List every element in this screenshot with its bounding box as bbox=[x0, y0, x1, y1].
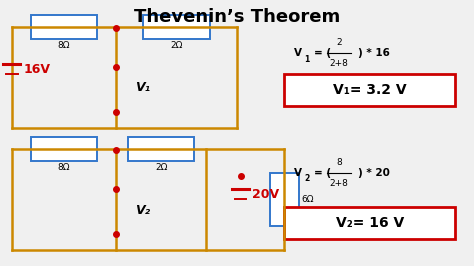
Text: V₂: V₂ bbox=[135, 204, 150, 217]
Bar bbox=[284, 207, 455, 239]
Text: Thevenin’s Theorem: Thevenin’s Theorem bbox=[134, 8, 340, 26]
Bar bbox=[270, 173, 299, 226]
Text: 8Ω: 8Ω bbox=[58, 163, 70, 172]
Bar bbox=[284, 74, 455, 106]
Text: 2+8: 2+8 bbox=[329, 179, 348, 188]
Text: 8Ω: 8Ω bbox=[58, 41, 70, 50]
Text: ) * 16: ) * 16 bbox=[358, 48, 390, 58]
Text: 16V: 16V bbox=[24, 63, 51, 76]
Text: 8: 8 bbox=[336, 158, 342, 167]
Text: 6Ω: 6Ω bbox=[301, 195, 313, 204]
Bar bbox=[128, 137, 194, 161]
Bar bbox=[143, 15, 210, 39]
Text: = (: = ( bbox=[314, 48, 331, 58]
Bar bbox=[31, 137, 97, 161]
Text: V₂= 16 V: V₂= 16 V bbox=[336, 217, 404, 230]
Bar bbox=[31, 15, 97, 39]
Text: V₁: V₁ bbox=[135, 81, 150, 94]
Text: V: V bbox=[294, 168, 302, 178]
Text: 2: 2 bbox=[336, 38, 342, 47]
Text: V₁= 3.2 V: V₁= 3.2 V bbox=[333, 84, 407, 97]
Text: 2: 2 bbox=[304, 174, 310, 183]
Text: ) * 20: ) * 20 bbox=[358, 168, 390, 178]
Text: 2Ω: 2Ω bbox=[170, 41, 183, 50]
Text: = (: = ( bbox=[314, 168, 331, 178]
Text: 1: 1 bbox=[304, 55, 310, 64]
Text: 2+8: 2+8 bbox=[329, 59, 348, 68]
Text: 20V: 20V bbox=[252, 188, 280, 201]
Text: 2Ω: 2Ω bbox=[155, 163, 167, 172]
Text: V: V bbox=[294, 48, 302, 58]
